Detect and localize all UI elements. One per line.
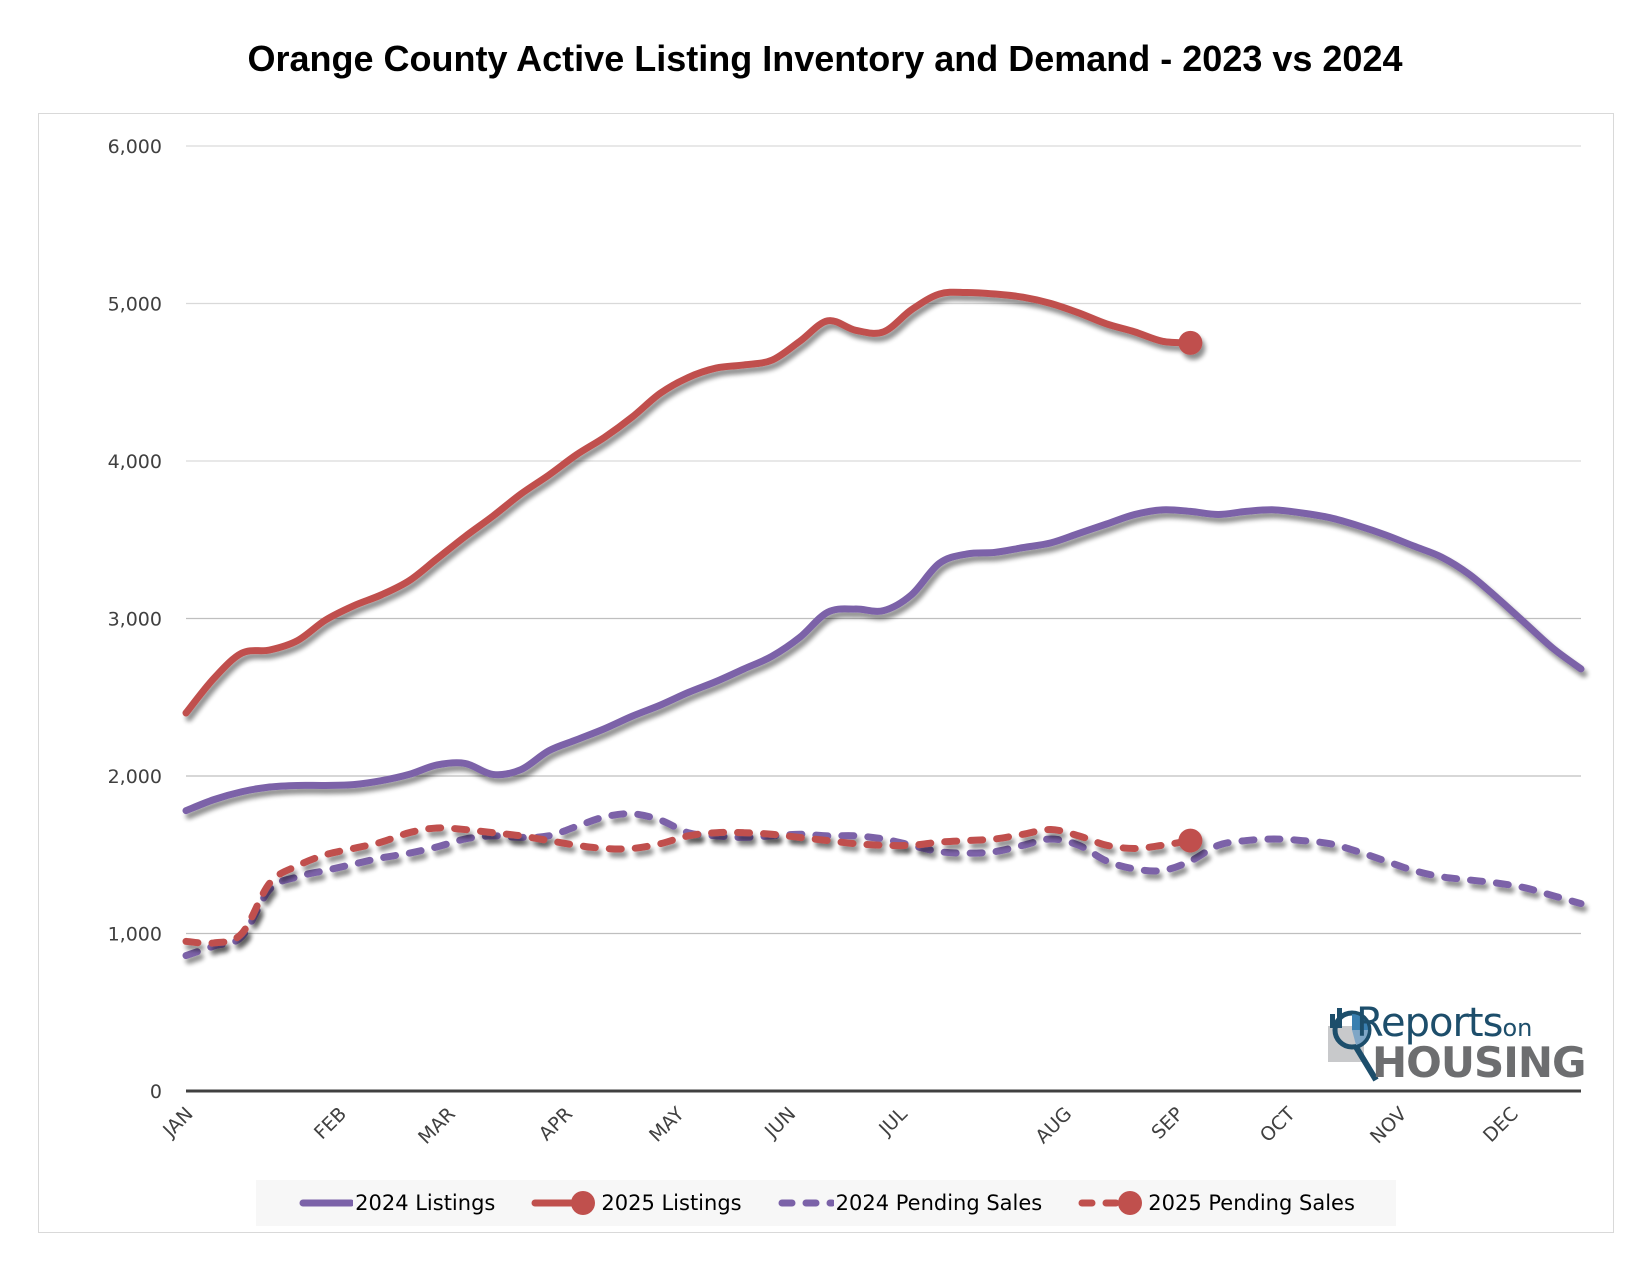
series-2024-listings — [182, 506, 1585, 815]
legend-dashed-red-line-marker-icon — [1078, 1191, 1143, 1215]
series-2025-listings — [182, 288, 1203, 717]
series-2024-pending-sales — [182, 810, 1585, 960]
chart-legend: 2024 Listings 2025 Listings 2024 Pending… — [256, 1180, 1396, 1226]
logo-reports-text: Reportson — [1356, 1000, 1532, 1046]
x-tick-label: OCT — [1256, 1103, 1300, 1147]
x-tick-label: SEP — [1147, 1103, 1188, 1144]
logo-top-word: Reports — [1356, 1000, 1503, 1046]
y-tick-label: 3,000 — [108, 609, 162, 631]
legend-dashed-purple-line-icon — [778, 1199, 834, 1207]
x-tick-label: JAN — [158, 1103, 197, 1142]
series-line — [182, 288, 1194, 717]
y-tick-label: 6,000 — [108, 136, 162, 158]
x-tick-label: NOV — [1366, 1103, 1411, 1148]
x-tick-label: MAY — [645, 1103, 689, 1147]
legend-item-2025-listings[interactable]: 2025 Listings — [529, 1188, 742, 1218]
y-axis-ticks: 0 1,000 2,000 3,000 4,000 5,000 6,000 — [108, 136, 162, 1103]
series-line — [182, 810, 1585, 960]
legend-item-2024-pending-sales[interactable]: 2024 Pending Sales — [776, 1191, 1043, 1215]
x-axis-ticks: JAN FEB MAR APR MAY JUN JUL AUG SEP OCT NOV DEC — [158, 1103, 1522, 1149]
series-line — [182, 506, 1585, 815]
y-tick-label: 4,000 — [108, 451, 162, 473]
logo-housing-text: HOUSING — [1372, 1038, 1586, 1087]
legend-label: 2024 Pending Sales — [835, 1191, 1043, 1215]
x-tick-label: MAR — [414, 1103, 460, 1149]
x-tick-label: JUL — [874, 1103, 912, 1141]
legend-solid-purple-line-icon — [299, 1199, 354, 1207]
logo-magnifier-icon — [1328, 1008, 1379, 1082]
series-end-marker — [1178, 828, 1203, 853]
y-tick-label: 2,000 — [108, 766, 162, 788]
legend-label: 2025 Listings — [601, 1191, 742, 1215]
series-end-marker — [1178, 330, 1203, 355]
legend-item-2025-pending-sales[interactable]: 2025 Pending Sales — [1076, 1188, 1355, 1218]
y-tick-label: 5,000 — [108, 294, 162, 316]
legend-label: 2025 Pending Sales — [1148, 1191, 1355, 1215]
chart-title: Orange County Active Listing Inventory a… — [247, 38, 1403, 79]
series-lines — [182, 288, 1585, 960]
x-tick-label: DEC — [1479, 1103, 1523, 1147]
logo-small-word: on — [1502, 1014, 1533, 1042]
legend-solid-red-line-marker-icon — [531, 1191, 596, 1215]
gridlines — [186, 145, 1581, 1093]
y-tick-label: 0 — [150, 1081, 162, 1103]
y-tick-label: 1,000 — [108, 924, 162, 946]
x-tick-label: APR — [535, 1103, 577, 1145]
x-tick-label: JUN — [760, 1103, 800, 1143]
series-2025-pending-sales — [182, 824, 1203, 947]
x-tick-label: AUG — [1031, 1103, 1076, 1148]
reports-on-housing-logo: Reportson HOUSING — [1326, 1000, 1586, 1090]
legend-item-2024-listings[interactable]: 2024 Listings — [297, 1191, 495, 1215]
legend-label: 2024 Listings — [355, 1191, 496, 1215]
series-line — [182, 824, 1194, 947]
x-tick-label: FEB — [310, 1103, 351, 1144]
